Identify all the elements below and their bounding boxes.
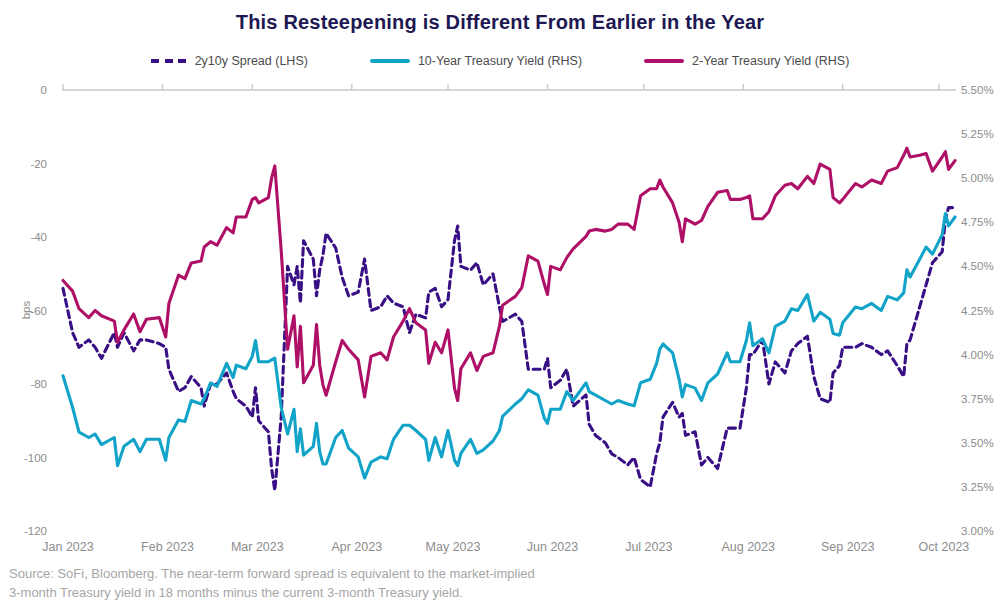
source-note-line-1: Source: SoFi, Bloomberg. The near-term f…	[9, 564, 535, 583]
spread-2y10y-line	[63, 208, 955, 491]
x-axis-tick-label: Mar 2023	[231, 540, 284, 554]
left-axis-tick-label: -80	[30, 378, 47, 390]
x-axis-tick-label: Jun 2023	[527, 540, 578, 554]
x-axis-tick-label: Jan 2023	[42, 540, 93, 554]
source-note: Source: SoFi, Bloomberg. The near-term f…	[9, 564, 535, 602]
x-axis-tick-label: Sep 2023	[821, 540, 875, 554]
right-axis-tick-label: 3.00%	[961, 525, 994, 537]
two-year-yield-line	[63, 148, 955, 400]
x-axis-tick-label: Oct 2023	[919, 540, 970, 554]
right-axis-tick-label: 3.50%	[961, 437, 994, 449]
ten-year-yield-line	[63, 214, 955, 479]
left-axis-tick-label: -100	[24, 452, 47, 464]
right-axis-tick-label: 3.75%	[961, 393, 994, 405]
x-axis-tick-label: Aug 2023	[721, 540, 775, 554]
left-axis-tick-label: -60	[30, 305, 47, 317]
x-axis-tick-label: Feb 2023	[141, 540, 194, 554]
left-axis-title: bps	[20, 300, 32, 319]
left-axis-tick-label: -20	[30, 158, 47, 170]
right-axis-tick-label: 5.00%	[961, 172, 994, 184]
right-axis-tick-label: 4.00%	[961, 349, 994, 361]
right-axis-tick-label: 5.25%	[961, 128, 994, 140]
source-note-line-2: 3-month Treasury yield in 18 months minu…	[9, 583, 535, 602]
right-axis-tick-label: 4.75%	[961, 216, 994, 228]
chart-panel: This Resteepening is Different From Earl…	[0, 0, 1000, 609]
x-axis-tick-label: May 2023	[426, 540, 481, 554]
right-axis-tick-label: 4.50%	[961, 260, 994, 272]
x-axis-tick-label: Jul 2023	[625, 540, 672, 554]
line-chart: Jan 2023 Feb 2023 Mar 2023 Apr 2023 May 2023…	[0, 0, 1000, 609]
right-axis-tick-label: 4.25%	[961, 305, 994, 317]
left-axis-tick-label: -40	[30, 231, 47, 243]
right-axis-tick-label: 5.50%	[961, 84, 994, 96]
left-axis-tick-label: 0	[41, 84, 47, 96]
x-axis-tick-label: Apr 2023	[331, 540, 382, 554]
right-axis-tick-label: 3.25%	[961, 481, 994, 493]
left-axis-tick-label: -120	[24, 525, 47, 537]
